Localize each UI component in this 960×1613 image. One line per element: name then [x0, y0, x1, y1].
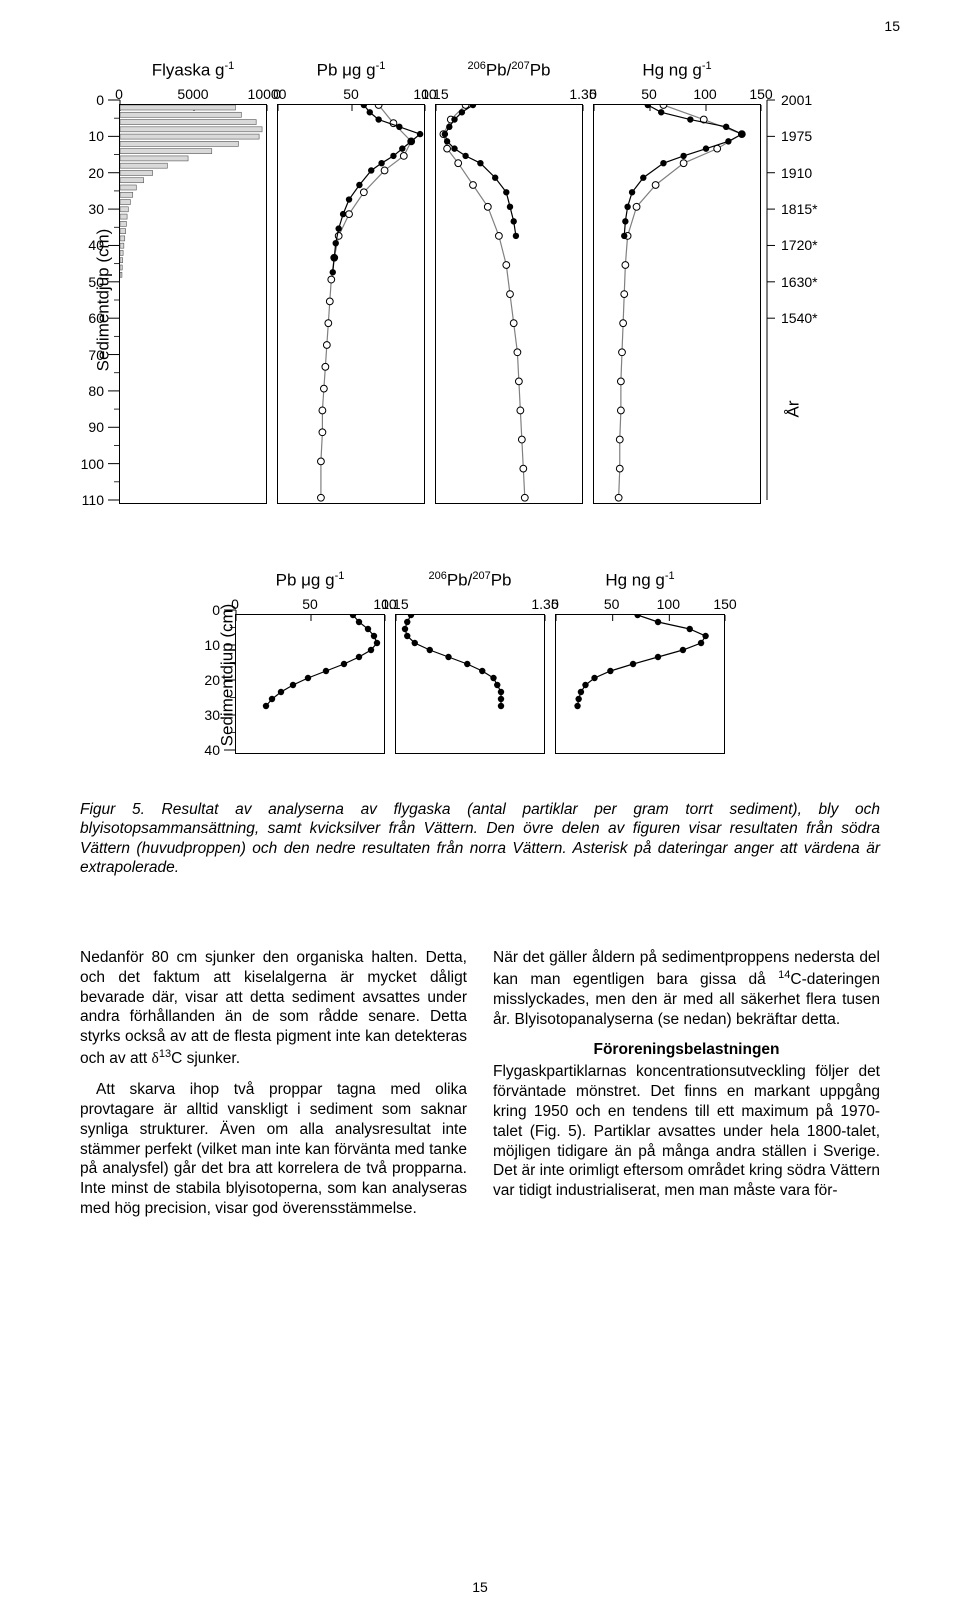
chart-title: Pb μg g-1 — [277, 60, 425, 82]
year-axis: 2001197519101815*1720*1630*1540*År — [767, 100, 827, 505]
y-tick-label: 70 — [88, 347, 104, 363]
x-tick-label: 150 — [705, 596, 745, 612]
page-number-top: 15 — [884, 18, 900, 34]
y-tick-label: 10 — [88, 128, 104, 144]
y-tick-label: 100 — [81, 456, 104, 472]
body-paragraph: Nedanför 80 cm sjunker den organiska hal… — [80, 948, 467, 1069]
x-tick-label: 0 — [215, 596, 255, 612]
year-axis-label: År — [784, 401, 804, 418]
x-tick-label: 100 — [648, 596, 688, 612]
x-tick-label: 5000 — [173, 86, 213, 102]
year-label: 1975 — [781, 128, 812, 144]
chart-panel: 206Pb/207Pb 1.151.35 — [435, 60, 583, 504]
x-tick-labels: 050100 — [235, 596, 385, 614]
caption-text: Resultat av analyserna av flygaska (anta… — [80, 801, 880, 876]
year-label: 1910 — [781, 165, 812, 181]
plot-box — [119, 104, 267, 504]
chart-panel: 206Pb/207Pb 1.151.35 — [395, 570, 545, 754]
y-tick-label: 30 — [88, 201, 104, 217]
x-tick-label: 100 — [685, 86, 725, 102]
x-tick-labels: 050100 — [277, 86, 425, 104]
year-label: 2001 — [781, 92, 812, 108]
plot-box — [593, 104, 761, 504]
y-tick-label: 50 — [88, 274, 104, 290]
chart-panel: Flyaska g-1 0500010000 — [119, 60, 267, 504]
x-tick-label: 50 — [592, 596, 632, 612]
year-label: 1720* — [781, 237, 818, 253]
x-tick-labels: 0500010000 — [119, 86, 267, 104]
figure-top: Sedimentdjup (cm) 0102030405060708090100… — [80, 60, 880, 540]
x-tick-label: 50 — [331, 86, 371, 102]
chart-title: Pb μg g-1 — [235, 570, 385, 592]
y-tick-label: 40 — [204, 742, 220, 758]
year-label: 1630* — [781, 274, 818, 290]
x-tick-label: 0 — [535, 596, 575, 612]
chart-title: Flyaska g-1 — [119, 60, 267, 82]
x-tick-label: 1.15 — [375, 596, 415, 612]
chart-panel: Hg ng g-1050100150 — [593, 60, 761, 504]
col-left: Nedanför 80 cm sjunker den organiska hal… — [80, 948, 467, 1230]
body-paragraph: Flygaskpartiklarnas koncentrationsutveck… — [493, 1062, 880, 1201]
page-number-bottom: 15 — [472, 1579, 488, 1595]
x-tick-labels: 1.151.35 — [435, 86, 583, 104]
figure-bottom: Sedimentdjup (cm) 010203040Pb μg g-10501… — [200, 570, 760, 780]
y-axis-ticks-bottom: 010203040 — [200, 610, 236, 755]
plot-box — [395, 614, 545, 754]
x-tick-label: 0 — [573, 86, 613, 102]
y-tick-label: 60 — [88, 310, 104, 326]
caption-lead: Figur 5. — [80, 801, 145, 818]
x-tick-labels: 050100150 — [555, 596, 725, 614]
body-columns: Nedanför 80 cm sjunker den organiska hal… — [80, 948, 880, 1230]
x-tick-label: 0 — [99, 86, 139, 102]
figure-caption: Figur 5. Resultat av analyserna av flyga… — [80, 800, 880, 878]
y-axis-ticks: 0102030405060708090100110 — [80, 100, 120, 505]
plot-box — [235, 614, 385, 754]
x-tick-labels: 1.151.35 — [395, 596, 545, 614]
year-label: 1540* — [781, 310, 818, 326]
plot-box — [435, 104, 583, 504]
chart-panel: Pb μg g-1 050100 — [235, 570, 385, 754]
y-tick-label: 30 — [204, 707, 220, 723]
chart-panel: Hg ng g-1050100150 — [555, 570, 725, 754]
y-tick-label: 20 — [88, 165, 104, 181]
chart-title: Hg ng g-1 — [555, 570, 725, 592]
x-tick-label: 50 — [290, 596, 330, 612]
y-tick-label: 20 — [204, 672, 220, 688]
x-tick-labels: 050100150 — [593, 86, 761, 104]
chart-title: Hg ng g-1 — [593, 60, 761, 82]
x-tick-label: 50 — [629, 86, 669, 102]
x-tick-label: 1.15 — [415, 86, 455, 102]
col-right: När det gäller åldern på sedimentproppen… — [493, 948, 880, 1230]
y-tick-label: 110 — [82, 492, 104, 508]
y-tick-label: 80 — [88, 383, 104, 399]
x-tick-label: 0 — [257, 86, 297, 102]
plot-box — [277, 104, 425, 504]
chart-panel: Pb μg g-1 050100 — [277, 60, 425, 504]
y-tick-label: 40 — [88, 237, 104, 253]
body-paragraph: När det gäller åldern på sedimentproppen… — [493, 948, 880, 1029]
chart-title: 206Pb/207Pb — [395, 570, 545, 592]
year-label: 1815* — [781, 201, 818, 217]
body-paragraph: Att skarva ihop två proppar tagna med ol… — [80, 1080, 467, 1219]
y-tick-label: 10 — [204, 637, 220, 653]
chart-title: 206Pb/207Pb — [435, 60, 583, 82]
y-tick-label: 90 — [88, 419, 104, 435]
section-heading: Föroreningsbelastningen — [493, 1040, 880, 1060]
plot-box — [555, 614, 725, 754]
